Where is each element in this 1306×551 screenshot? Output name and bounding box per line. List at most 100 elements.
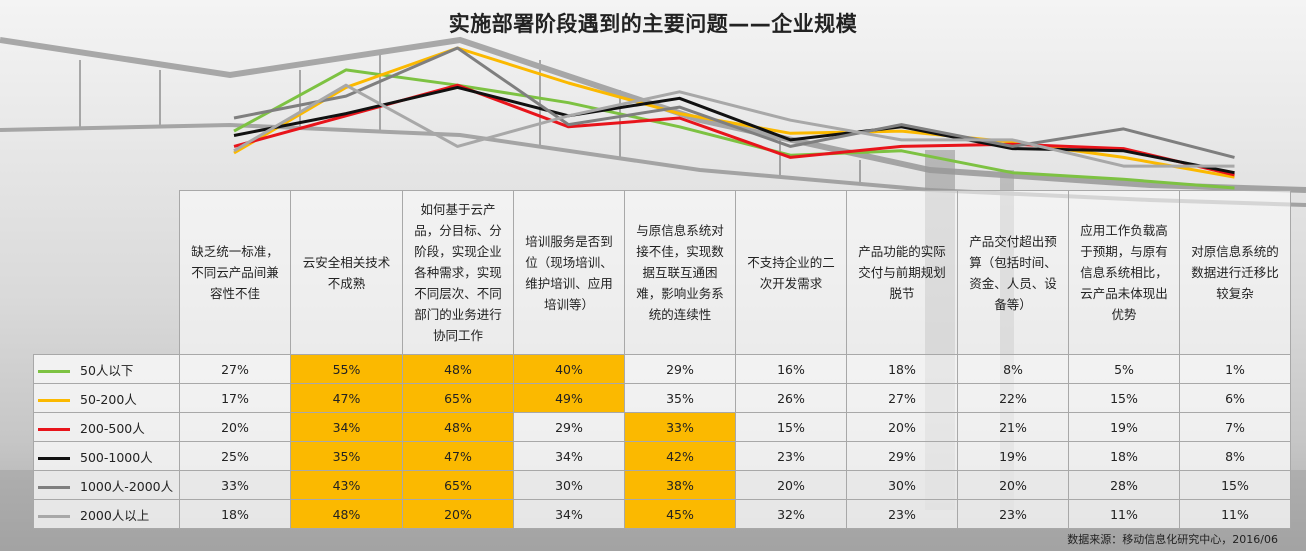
value-cell: 21% — [957, 412, 1069, 442]
value-cell: 29% — [846, 441, 958, 471]
series-legend: 200-500人 — [33, 412, 180, 442]
value-cell: 28% — [1068, 470, 1180, 500]
value-cell: 42% — [624, 441, 736, 471]
value-cell: 49% — [513, 383, 625, 413]
column-header: 培训服务是否到位（现场培训、维护培训、应用培训等） — [513, 190, 625, 355]
series-name: 200-500人 — [80, 420, 145, 436]
value-cell: 23% — [735, 441, 847, 471]
header-corner — [34, 191, 180, 355]
value-cell: 34% — [513, 441, 625, 471]
value-cell: 38% — [624, 470, 736, 500]
value-cell: 18% — [1068, 441, 1180, 471]
series-name: 2000人以上 — [80, 507, 150, 523]
value-cell: 45% — [624, 499, 736, 529]
column-header: 应用工作负载高于预期，与原有信息系统相比，云产品未体现出优势 — [1068, 190, 1180, 355]
column-header: 不支持企业的二次开发需求 — [735, 190, 847, 355]
series-legend: 2000人以上 — [33, 499, 180, 529]
table-body: 50人以下 27% 55% 48% 40% 29% 16% 18% 8% 5% 1% 50-200人 1… — [33, 354, 1291, 529]
column-header: 产品交付超出预算（包括时间、资金、人员、设备等） — [957, 190, 1069, 355]
value-cell: 5% — [1068, 354, 1180, 384]
value-cell: 20% — [735, 470, 847, 500]
series-name: 500-1000人 — [80, 449, 153, 465]
value-cell: 20% — [402, 499, 514, 529]
legend-swatch — [38, 398, 70, 402]
column-header: 与原信息系统对接不佳，实现数据互联互通困难，影响业务系统的连续性 — [624, 190, 736, 355]
value-cell: 55% — [290, 354, 403, 384]
chart-title: 实施部署阶段遇到的主要问题——企业规模 — [448, 12, 858, 36]
value-cell: 25% — [179, 441, 291, 471]
value-cell: 19% — [1068, 412, 1180, 442]
value-cell: 20% — [846, 412, 958, 442]
table-header: 缺乏统一标准，不同云产品间兼容性不佳 云安全相关技术不成熟 如何基于云产品，分目标、… — [34, 190, 1291, 355]
value-cell: 15% — [1068, 383, 1180, 413]
value-cell: 18% — [179, 499, 291, 529]
value-cell: 47% — [402, 441, 514, 471]
value-cell: 23% — [846, 499, 958, 529]
series-name: 1000人-2000人 — [80, 478, 174, 494]
value-cell: 65% — [402, 383, 514, 413]
value-cell: 16% — [735, 354, 847, 384]
column-header: 缺乏统一标准，不同云产品间兼容性不佳 — [179, 190, 291, 355]
value-cell: 29% — [624, 354, 736, 384]
value-cell: 29% — [513, 412, 625, 442]
legend-swatch — [38, 514, 70, 518]
value-cell: 40% — [513, 354, 625, 384]
value-cell: 17% — [179, 383, 291, 413]
series-line — [233, 85, 1235, 175]
series-name: 50-200人 — [80, 391, 137, 407]
column-header: 对原信息系统的数据进行迁移比较复杂 — [1179, 190, 1291, 355]
value-cell: 65% — [402, 470, 514, 500]
series-line — [233, 83, 1235, 177]
value-cell: 27% — [179, 354, 291, 384]
value-cell: 8% — [1179, 441, 1291, 471]
value-cell: 23% — [957, 499, 1069, 529]
value-cell: 19% — [957, 441, 1069, 471]
value-cell: 48% — [402, 354, 514, 384]
series-legend: 50人以下 — [33, 354, 180, 384]
value-cell: 7% — [1179, 412, 1291, 442]
column-header: 产品功能的实际交付与前期规划脱节 — [846, 190, 958, 355]
value-cell: 47% — [290, 383, 403, 413]
value-cell: 26% — [735, 383, 847, 413]
value-cell: 35% — [624, 383, 736, 413]
value-cell: 18% — [846, 354, 958, 384]
column-header: 云安全相关技术不成熟 — [290, 190, 403, 355]
value-cell: 22% — [957, 383, 1069, 413]
value-cell: 27% — [846, 383, 958, 413]
series-legend: 50-200人 — [33, 383, 180, 413]
value-cell: 34% — [513, 499, 625, 529]
value-cell: 43% — [290, 470, 403, 500]
table-row: 500-1000人 25% 35% 47% 34% 42% 23% 29% 19% 18% 8% — [33, 441, 1291, 471]
source-note: 数据来源：移动信息化研究中心，2016/06 — [1067, 533, 1278, 546]
series-legend: 1000人-2000人 — [33, 470, 180, 500]
series-line — [233, 68, 1235, 190]
value-cell: 30% — [513, 470, 625, 500]
series-line — [233, 83, 1235, 168]
value-cell: 20% — [957, 470, 1069, 500]
table-row: 50-200人 17% 47% 65% 49% 35% 26% 27% 22% 15% 6% — [33, 383, 1291, 413]
value-cell: 48% — [290, 499, 403, 529]
legend-swatch — [38, 456, 70, 460]
table-row: 200-500人 20% 34% 48% 29% 33% 15% 20% 21% 19% 7% — [33, 412, 1291, 442]
value-cell: 34% — [290, 412, 403, 442]
series-name: 50人以下 — [80, 362, 134, 378]
value-cell: 6% — [1179, 383, 1291, 413]
value-cell: 48% — [402, 412, 514, 442]
table-row: 50人以下 27% 55% 48% 40% 29% 16% 18% 8% 5% 1% — [33, 354, 1291, 384]
data-table: 缺乏统一标准，不同云产品间兼容性不佳 云安全相关技术不成熟 如何基于云产品，分目标、… — [33, 190, 1291, 529]
legend-swatch — [38, 369, 70, 373]
legend-swatch — [38, 485, 70, 489]
legend-swatch — [38, 427, 70, 431]
value-cell: 32% — [735, 499, 847, 529]
table-row: 1000人-2000人 33% 43% 65% 30% 38% 20% 30% 20% 28% 15… — [33, 470, 1291, 500]
value-cell: 11% — [1068, 499, 1180, 529]
value-cell: 30% — [846, 470, 958, 500]
column-header: 如何基于云产品，分目标、分阶段，实现企业各种需求，实现不同层次、不同部门的业务进… — [402, 190, 514, 355]
value-cell: 8% — [957, 354, 1069, 384]
value-cell: 33% — [179, 470, 291, 500]
value-cell: 33% — [624, 412, 736, 442]
series-line — [233, 46, 1235, 159]
value-cell: 15% — [735, 412, 847, 442]
value-cell: 20% — [179, 412, 291, 442]
